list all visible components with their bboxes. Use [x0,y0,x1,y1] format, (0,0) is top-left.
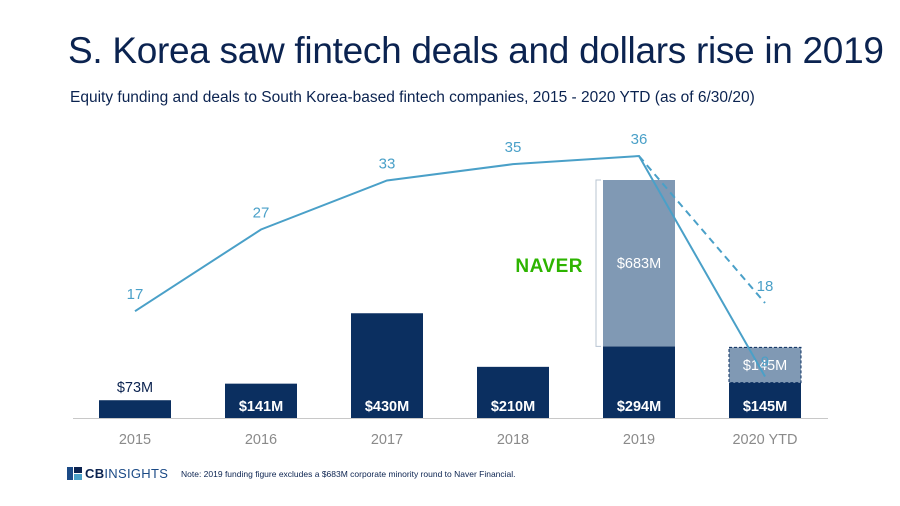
bar-naver-value-label: $683M [617,256,661,272]
deals-point-label: 35 [505,139,522,156]
bar-funding [603,346,675,418]
x-tick-label: 2017 [371,432,403,448]
bar-naver-round [603,180,675,347]
bar-funding [477,366,549,418]
bar-value-label: $210M [491,399,535,415]
deals-point-label: 9 [761,354,769,371]
deals-point-label: 33 [379,156,396,173]
bar-funding [729,382,801,418]
bar-funding [99,400,171,418]
naver-annotation: NAVER [515,256,583,277]
bar-value-label: $430M [365,399,409,415]
bar-funding [351,313,423,418]
deals-line [134,154,766,377]
chart-title: S. Korea saw fintech deals and dollars r… [68,30,884,71]
deals-point-label: 17 [127,286,144,303]
deals-projection-line [638,155,766,304]
logo-text-bold: CB [85,466,105,481]
deals-point-label: 27 [253,205,270,222]
logo-text-light: INSIGHTS [104,466,169,481]
x-tick-label: 2018 [497,432,529,448]
x-tick-label: 2020 YTD [732,432,797,448]
bar-projected [728,346,802,384]
cbinsights-logo: CB INSIGHTS [67,466,168,481]
deals-point-label: 36 [631,131,648,148]
x-tick-label: 2019 [623,432,655,448]
bar-value-label: $73M [117,380,153,396]
chart-subtitle: Equity funding and deals to South Korea-… [70,89,755,106]
deals-projection-label: 18 [757,278,774,295]
naver-bracket [595,179,601,347]
x-tick-label: 2015 [119,432,151,448]
cbinsights-logo-icon [67,467,82,480]
bar-value-label: $294M [617,399,661,415]
footnote: Note: 2019 funding figure excludes a $68… [181,469,516,479]
bar-projected-value-label: $145M [743,358,787,374]
bar-value-label: $141M [239,399,283,415]
bar-funding [225,383,297,418]
x-tick-label: 2016 [245,432,277,448]
bar-value-label: $145M [743,399,787,415]
